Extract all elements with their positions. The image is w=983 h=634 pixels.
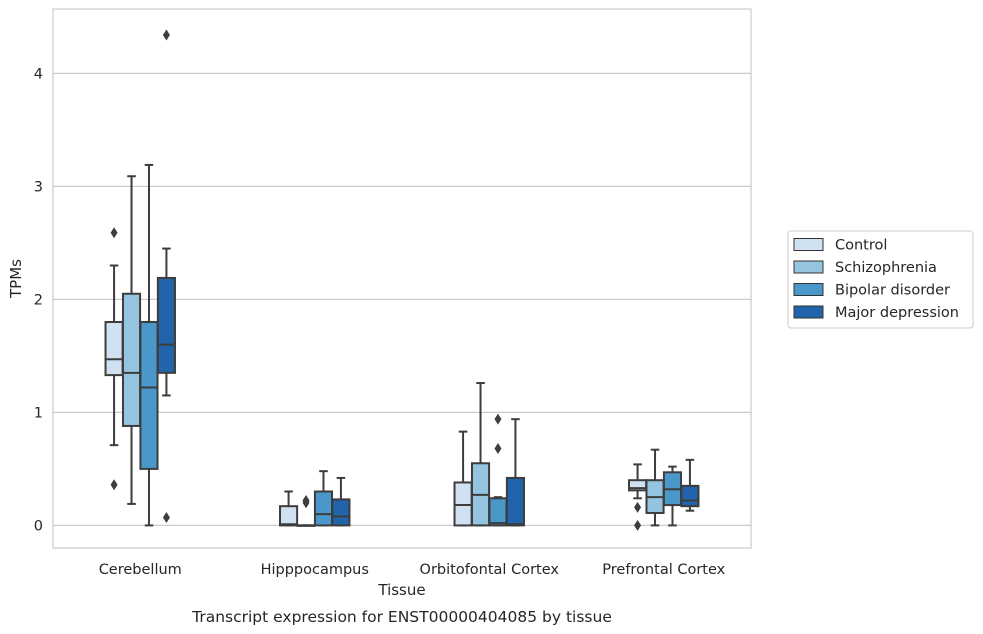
x-axis-ticks: Cerebellum Hipppocampus Orbitofontal Corte… xyxy=(99,562,726,578)
box-3-2 xyxy=(662,465,683,527)
outlier-point xyxy=(110,479,118,491)
legend-label: Bipolar disorder xyxy=(835,283,950,299)
y-tick-label: 2 xyxy=(34,292,43,308)
outlier-point xyxy=(634,519,642,531)
box-3-3 xyxy=(680,458,700,512)
box-3-1 xyxy=(645,448,665,527)
legend-label: Major depression xyxy=(835,305,959,321)
legend-swatch xyxy=(793,305,824,319)
outlier-point xyxy=(494,413,502,425)
box-0-0 xyxy=(104,227,124,491)
legend-frame xyxy=(787,230,974,329)
iqr-box xyxy=(279,505,299,527)
x-axis-label: Tissue xyxy=(377,581,425,599)
legend: Control Schizophrenia Bipolar disorder Majo… xyxy=(787,230,974,329)
box-1-3 xyxy=(331,476,351,527)
plot-frame xyxy=(52,8,752,549)
box-3-0 xyxy=(628,463,648,531)
x-tick-label: Orbitofontal Cortex xyxy=(420,562,560,578)
y-axis-ticks: 0 1 2 3 4 xyxy=(34,66,43,534)
x-tick-label: Cerebellum xyxy=(99,562,182,578)
box-1-2 xyxy=(313,470,334,527)
iqr-box xyxy=(453,481,473,527)
box-0-1 xyxy=(121,175,142,505)
outlier-point xyxy=(634,501,642,513)
outlier-point xyxy=(110,227,118,239)
chart-caption: Transcript expression for ENST0000040408… xyxy=(191,608,612,626)
legend-swatch xyxy=(793,283,824,296)
legend-label: Control xyxy=(835,238,887,254)
box-2-3 xyxy=(505,418,525,527)
iqr-box xyxy=(139,321,159,470)
legend-label: Schizophrenia xyxy=(835,260,937,276)
outlier-point xyxy=(162,29,170,41)
legend-swatch xyxy=(793,260,824,274)
y-tick-label: 1 xyxy=(34,405,43,421)
y-tick-label: 3 xyxy=(34,179,43,195)
y-tick-label: 0 xyxy=(34,518,43,534)
outlier-point xyxy=(302,495,310,507)
iqr-box xyxy=(505,476,525,527)
box-1-1 xyxy=(296,495,316,527)
iqr-box xyxy=(680,484,700,508)
box-2-2 xyxy=(488,413,508,527)
outlier-point xyxy=(494,443,502,455)
x-tick-label: Prefrontal Cortex xyxy=(602,562,725,578)
y-tick-label: 4 xyxy=(34,66,43,82)
iqr-box xyxy=(104,321,124,377)
iqr-box xyxy=(313,490,334,527)
legend-swatch xyxy=(793,238,824,251)
y-axis-label: TPMs xyxy=(7,259,25,299)
outlier-point xyxy=(162,511,170,523)
box-1-0 xyxy=(279,490,299,527)
box-2-0 xyxy=(453,430,473,527)
box-2-1 xyxy=(470,382,491,527)
x-tick-label: Hipppocampus xyxy=(261,562,369,578)
iqr-box xyxy=(121,292,142,427)
box-0-2 xyxy=(139,163,159,527)
iqr-box xyxy=(331,498,351,527)
iqr-box xyxy=(488,497,508,527)
box-plot-marks xyxy=(104,29,700,531)
iqr-box xyxy=(156,276,176,374)
box-0-3 xyxy=(156,29,176,523)
